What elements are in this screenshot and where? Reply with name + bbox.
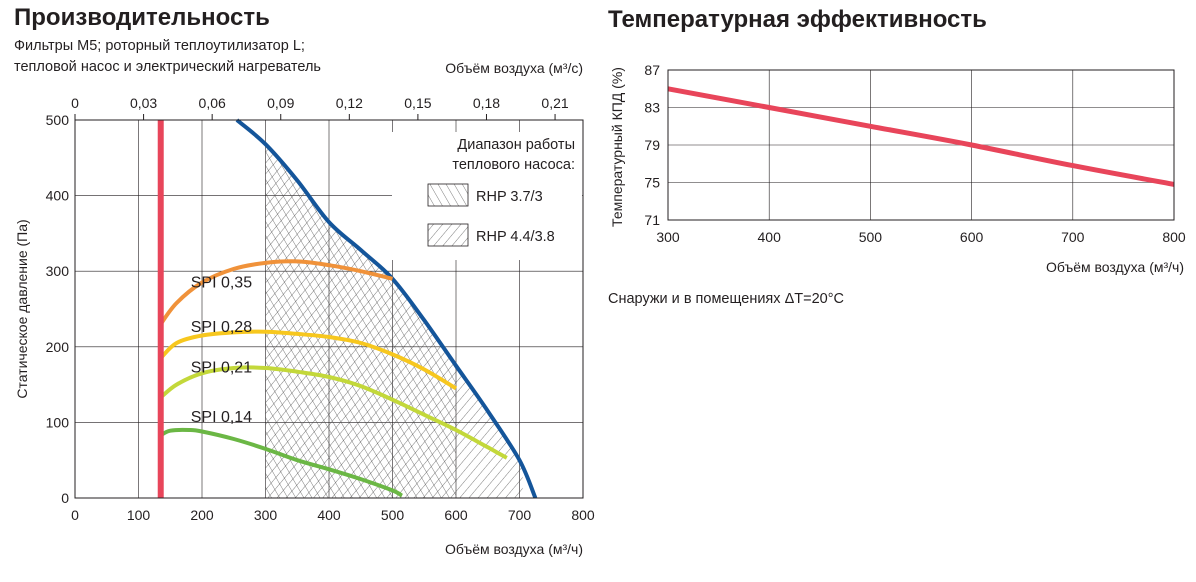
x2-tick-label: 0,03 [130,95,157,111]
x-tick-label: 400 [758,229,782,245]
y-tick-label: 71 [644,212,660,228]
efficiency-axes: 300 400 500 600 700 800 71 75 79 83 87 Объём воздух… [609,62,1186,275]
x2-tick-label: 0,18 [473,95,500,111]
rhp-3-7-region [265,144,456,498]
x-tick-label: 200 [190,507,214,523]
spi-curve-line [159,365,508,460]
performance-subtitle-line1: Фильтры M5; роторный теплоутилизатор L; [14,38,305,54]
legend-swatch [427,183,469,207]
x-axis-label: Объём воздуха (м³/ч) [445,541,583,557]
spi-label: SPI 0,21 [191,359,252,376]
legend-title-line1: Диапазон работы [457,137,575,153]
efficiency-title: Температурная эффективность [608,6,987,33]
plot-frame [74,119,584,499]
x-tick-label: 700 [508,507,532,523]
efficiency-series [667,86,1175,187]
spi-label: SPI 0,28 [191,319,252,336]
x2-tick-label: 0,21 [541,95,568,111]
performance-axes: 0 100 200 300 400 500 600 700 800 0 100 200 300 400 50… [14,60,595,557]
x-tick-label: 500 [381,507,405,523]
heat-pump-range-hatch [265,144,523,498]
x-tick-label: 800 [1162,229,1186,245]
legend-title-line2: теплового насоса: [452,157,575,173]
spi-label: SPI 0,14 [191,409,252,426]
x-tick-label: 100 [127,507,151,523]
efficiency-grid [667,69,1175,221]
x-tick-label: 600 [960,229,984,245]
spi-curve-line [159,329,458,391]
y-tick-label: 200 [46,339,70,355]
x-tick-label: 400 [317,507,341,523]
x2-axis-label: Объём воздуха (м³/с) [445,60,583,76]
efficiency-line [667,86,1175,187]
performance-subtitle-line2: тепловой насос и электрический нагревате… [14,59,321,75]
x-tick-label: 0 [71,507,79,523]
x-tick-label: 600 [444,507,468,523]
x-tick-label: 300 [656,229,680,245]
y-tick-label: 400 [46,188,70,204]
x-tick-label: 800 [571,507,595,523]
legend-swatch [427,223,469,247]
x2-tick-label: 0,12 [336,95,363,111]
performance-title: Производительность [14,4,270,31]
x2-tick-label: 0,06 [199,95,226,111]
x-tick-label: 300 [254,507,278,523]
y-tick-label: 500 [46,112,70,128]
legend-entry: RHP 4.4/3.8 [476,229,555,245]
x-tick-label: 500 [859,229,883,245]
spi-curve-line [159,427,404,498]
y-tick-label: 100 [46,414,70,430]
legend-entry: RHP 3.7/3 [476,189,543,205]
y-tick-label: 75 [644,175,660,191]
spi-curve-line [159,259,393,326]
performance-series [157,118,538,498]
y-tick-label: 79 [644,137,660,153]
y-tick-label: 0 [61,490,69,506]
y-tick-label: 87 [644,62,660,78]
y-axis-label: Температурный КПД (%) [609,67,625,227]
plot-frame [667,69,1175,221]
performance-labels: SPI 0,35 SPI 0,28 SPI 0,21 SPI 0,14 [191,274,252,426]
x-axis-label: Объём воздуха (м³/ч) [1046,259,1184,275]
x2-tick-label: 0,15 [404,95,431,111]
spi-label: SPI 0,35 [191,274,252,291]
x2-tick-label: 0,09 [267,95,294,111]
x2-tick-label: 0 [71,95,79,111]
heat-pump-legend: Диапазон работы теплового насоса: RHP 3.7/… [392,132,582,260]
x-tick-label: 700 [1061,229,1085,245]
y-tick-label: 300 [46,263,70,279]
efficiency-note: Снаружи и в помещениях ΔT=20°C [608,291,844,307]
legend-background [392,132,582,260]
y-tick-label: 83 [644,100,660,116]
y-axis-label: Статическое давление (Па) [14,219,30,398]
